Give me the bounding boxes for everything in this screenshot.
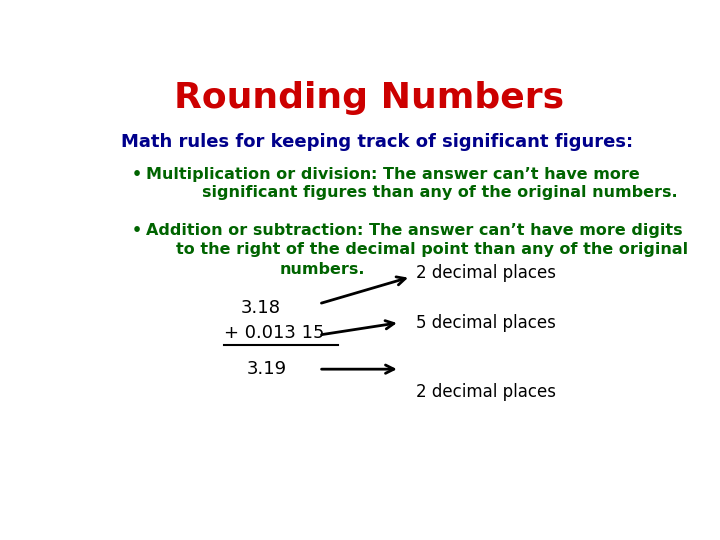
Text: Math rules for keeping track of significant figures:: Math rules for keeping track of signific… [121, 133, 633, 151]
Text: •: • [132, 167, 142, 181]
Text: significant figures than any of the original numbers.: significant figures than any of the orig… [202, 185, 678, 200]
Text: Addition or subtraction: Addition or subtraction [145, 223, 357, 238]
Text: 3.19: 3.19 [246, 360, 287, 378]
Text: 5 decimal places: 5 decimal places [416, 314, 557, 332]
Text: : The answer can’t have more: : The answer can’t have more [371, 167, 640, 181]
Text: Rounding Numbers: Rounding Numbers [174, 82, 564, 116]
Text: 2 decimal places: 2 decimal places [416, 383, 557, 401]
Text: to the right of the decimal point than any of the original: to the right of the decimal point than a… [176, 242, 688, 258]
Text: •: • [132, 223, 142, 238]
Text: + 0.013 15: + 0.013 15 [224, 324, 325, 342]
Text: : The answer can’t have more digits: : The answer can’t have more digits [357, 223, 683, 238]
Text: numbers.: numbers. [280, 262, 365, 277]
Text: 3.18: 3.18 [240, 299, 281, 317]
Text: 2 decimal places: 2 decimal places [416, 264, 557, 282]
Text: Multiplication or division: Multiplication or division [145, 167, 371, 181]
